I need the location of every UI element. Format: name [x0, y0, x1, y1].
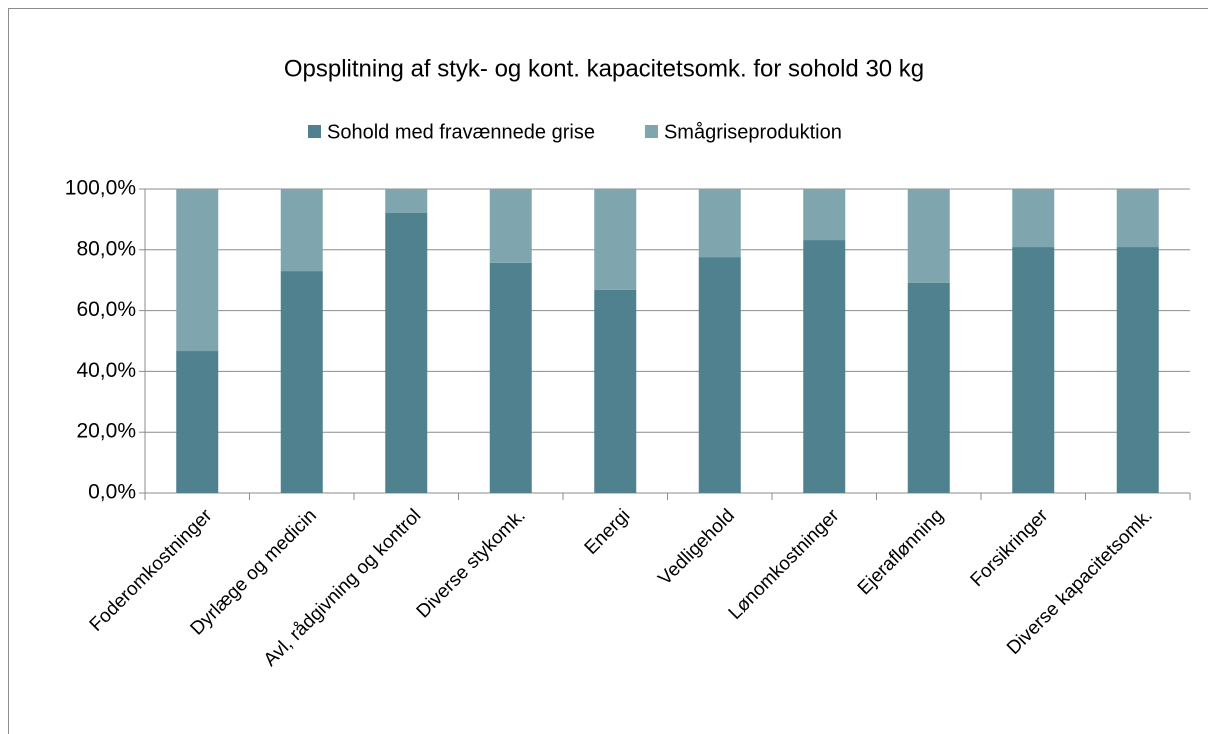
bar-segment	[1116, 189, 1159, 248]
bar-segment	[907, 189, 950, 283]
legend-swatch	[308, 125, 321, 138]
legend-label: Smågriseproduktion	[664, 121, 842, 143]
bar-segment	[489, 189, 532, 263]
y-tick-label: 80,0%	[76, 237, 136, 260]
y-tick-label: 0,0%	[88, 481, 136, 504]
bar-segment	[1012, 247, 1055, 493]
y-tick-label: 100,0%	[65, 177, 136, 200]
y-tick-label: 20,0%	[76, 420, 136, 443]
legend-label: Sohold med fravænnede grise	[327, 121, 595, 143]
bar-segment	[698, 257, 741, 493]
bar-segment	[1012, 189, 1055, 248]
bar-segment	[280, 271, 323, 493]
bar-segment	[803, 240, 846, 493]
bar-segment	[385, 213, 428, 494]
bar-segment	[385, 189, 428, 214]
bar-segment	[280, 189, 323, 272]
y-tick-label: 60,0%	[76, 298, 136, 321]
bar-segment	[176, 351, 219, 493]
chart-title: Opsplitning af styk- og kont. kapacitets…	[284, 55, 924, 82]
bar-segment	[803, 189, 846, 241]
bar-segment	[1116, 247, 1159, 493]
bar-segment	[594, 289, 637, 493]
bar-segment	[698, 189, 741, 258]
bar-segment	[489, 262, 532, 493]
y-tick-label: 40,0%	[76, 359, 136, 382]
bar-segment	[907, 282, 950, 493]
bar-segment	[594, 189, 637, 290]
bar-segment	[176, 189, 219, 352]
legend-swatch	[644, 125, 658, 138]
